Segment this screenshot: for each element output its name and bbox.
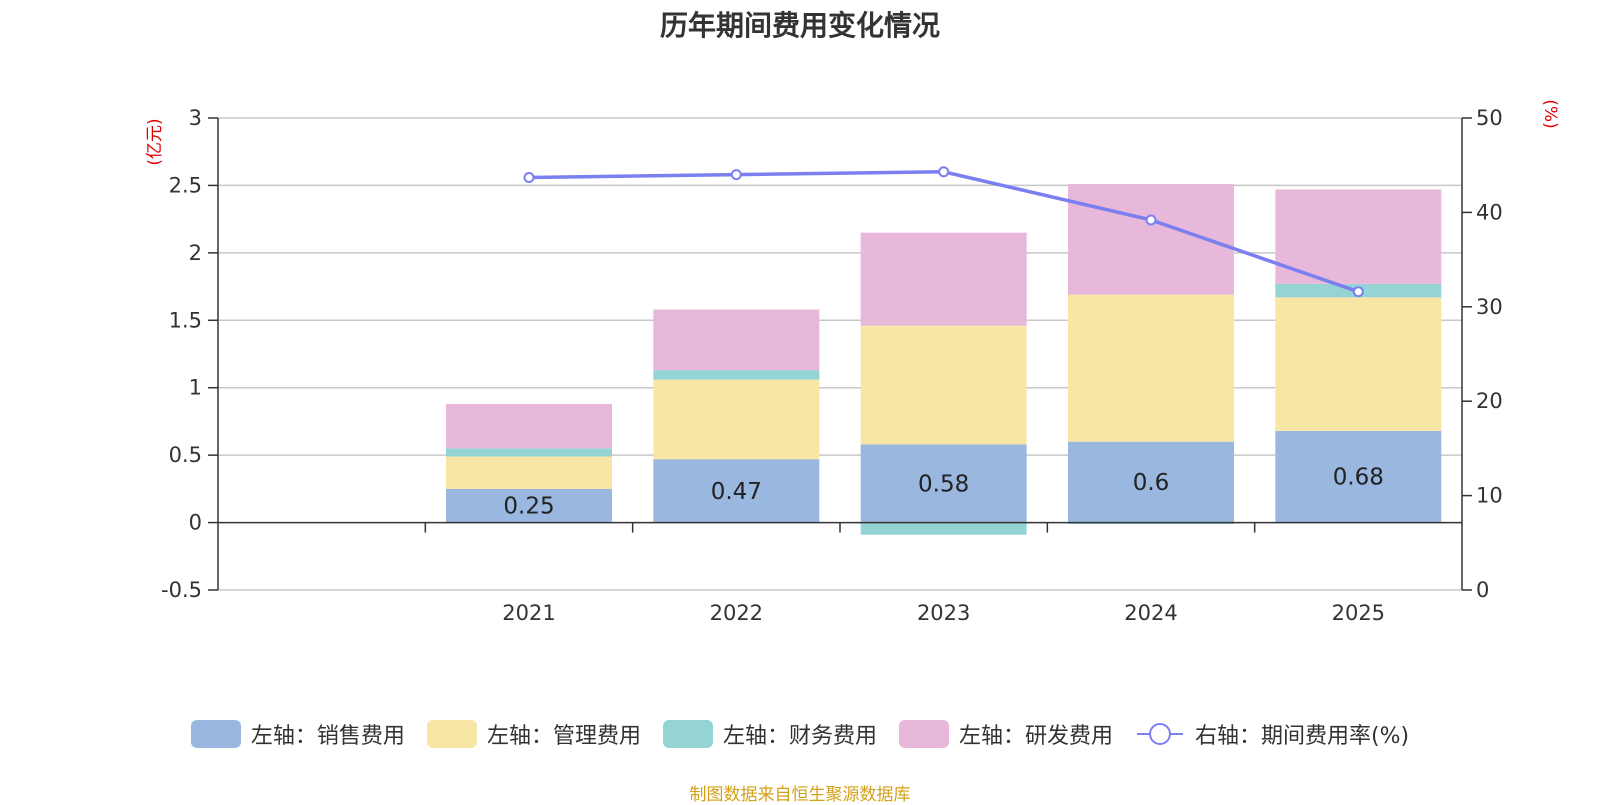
legend-item[interactable]: 左轴：研发费用 (898, 718, 1113, 750)
bar-2025-左轴：研发费用 (1275, 189, 1442, 284)
bar-2023-左轴：销售费用 (860, 444, 1027, 523)
left-tick-label: 0 (189, 511, 202, 535)
legend-item[interactable]: 左轴：财务费用 (662, 718, 877, 750)
legend-line-marker-icon (1136, 723, 1183, 745)
chart-title: 历年期间费用变化情况 (659, 9, 940, 42)
data-label: 0.47 (711, 479, 762, 505)
rate-point-2022 (730, 169, 742, 181)
x-tick-label: 2022 (710, 601, 763, 625)
bar-2023-左轴：管理费用 (860, 325, 1027, 445)
data-label: 0.25 (503, 494, 554, 520)
legend-swatch (190, 720, 241, 748)
bar-2025-左轴：管理费用 (1275, 297, 1442, 431)
bar-2023-左轴：财务费用 (860, 522, 1027, 535)
legend-item[interactable]: 左轴：管理费用 (426, 718, 641, 750)
data-label: 0.68 (1333, 465, 1384, 491)
right-axis-unit: (%) (1540, 99, 1560, 128)
bar-2022-左轴：研发费用 (653, 309, 820, 371)
data-labels: 0.25 0.47 0.58 0.6 0.68 (503, 465, 1384, 520)
legend-item[interactable]: 左轴：销售费用 (190, 718, 405, 750)
legend-label: 左轴：财务费用 (722, 724, 877, 749)
legend-item[interactable]: 右轴：期间费用率(%) (1135, 718, 1409, 750)
bar-2024-左轴：管理费用 (1068, 294, 1234, 442)
left-tick-label: 1.5 (169, 308, 202, 332)
left-tick-label: 3 (189, 106, 202, 130)
bar-stacks (446, 184, 1442, 535)
legend-swatch (426, 720, 477, 748)
left-axis-unit: (亿元) (145, 118, 165, 165)
left-tick-label: -0.5 (161, 578, 202, 602)
right-tick-label: 10 (1476, 484, 1503, 508)
legend-label: 左轴：研发费用 (958, 724, 1113, 749)
legend-swatch (898, 720, 949, 748)
rate-point-2024 (1145, 214, 1157, 226)
right-tick-label: 20 (1476, 389, 1503, 413)
legend-swatch (662, 720, 713, 748)
left-tick-label: 0.5 (169, 443, 202, 467)
bar-2021-左轴：财务费用 (446, 448, 612, 457)
bar-2022-左轴：管理费用 (653, 379, 820, 460)
legend-label: 右轴：期间费用率(%) (1194, 724, 1410, 749)
bar-2021-左轴：研发费用 (446, 403, 612, 449)
legend: 左轴：销售费用 左轴：管理费用 左轴：财务费用 左轴：研发费用 右轴：期间费用率(%) (0, 718, 1600, 750)
x-tick-label: 2024 (1124, 601, 1177, 625)
right-tick-label: 0 (1476, 578, 1489, 602)
rate-line (523, 166, 1364, 298)
x-tick-label: 2021 (502, 601, 555, 625)
bar-2023-左轴：研发费用 (860, 232, 1027, 326)
bar-2022-左轴：销售费用 (653, 459, 820, 523)
left-tick-label: 1 (189, 376, 202, 400)
left-tick-label: 2 (189, 241, 202, 265)
gridlines (218, 117, 1462, 591)
bar-2022-左轴：财务费用 (653, 370, 820, 380)
data-label: 0.6 (1133, 470, 1170, 496)
rate-point-2025 (1352, 286, 1364, 298)
bar-2021-左轴：销售费用 (446, 488, 612, 523)
bar-2025-左轴：销售费用 (1275, 430, 1442, 523)
bar-2024-左轴：销售费用 (1068, 441, 1234, 523)
right-tick-label: 40 (1476, 200, 1503, 224)
left-tick-label: 2.5 (169, 173, 202, 197)
data-label: 0.58 (918, 471, 969, 497)
right-tick-label: 30 (1476, 295, 1503, 319)
bar-2021-左轴：管理费用 (446, 456, 612, 489)
source-note: 制图数据来自恒生聚源数据库 (689, 785, 911, 805)
x-tick-label: 2025 (1332, 601, 1385, 625)
legend-label: 左轴：管理费用 (486, 724, 641, 749)
rate-point-2021 (523, 171, 535, 183)
x-tick-label: 2023 (917, 601, 970, 625)
right-tick-label: 50 (1476, 106, 1503, 130)
legend-label: 左轴：销售费用 (250, 724, 405, 749)
rate-point-2023 (938, 166, 950, 178)
